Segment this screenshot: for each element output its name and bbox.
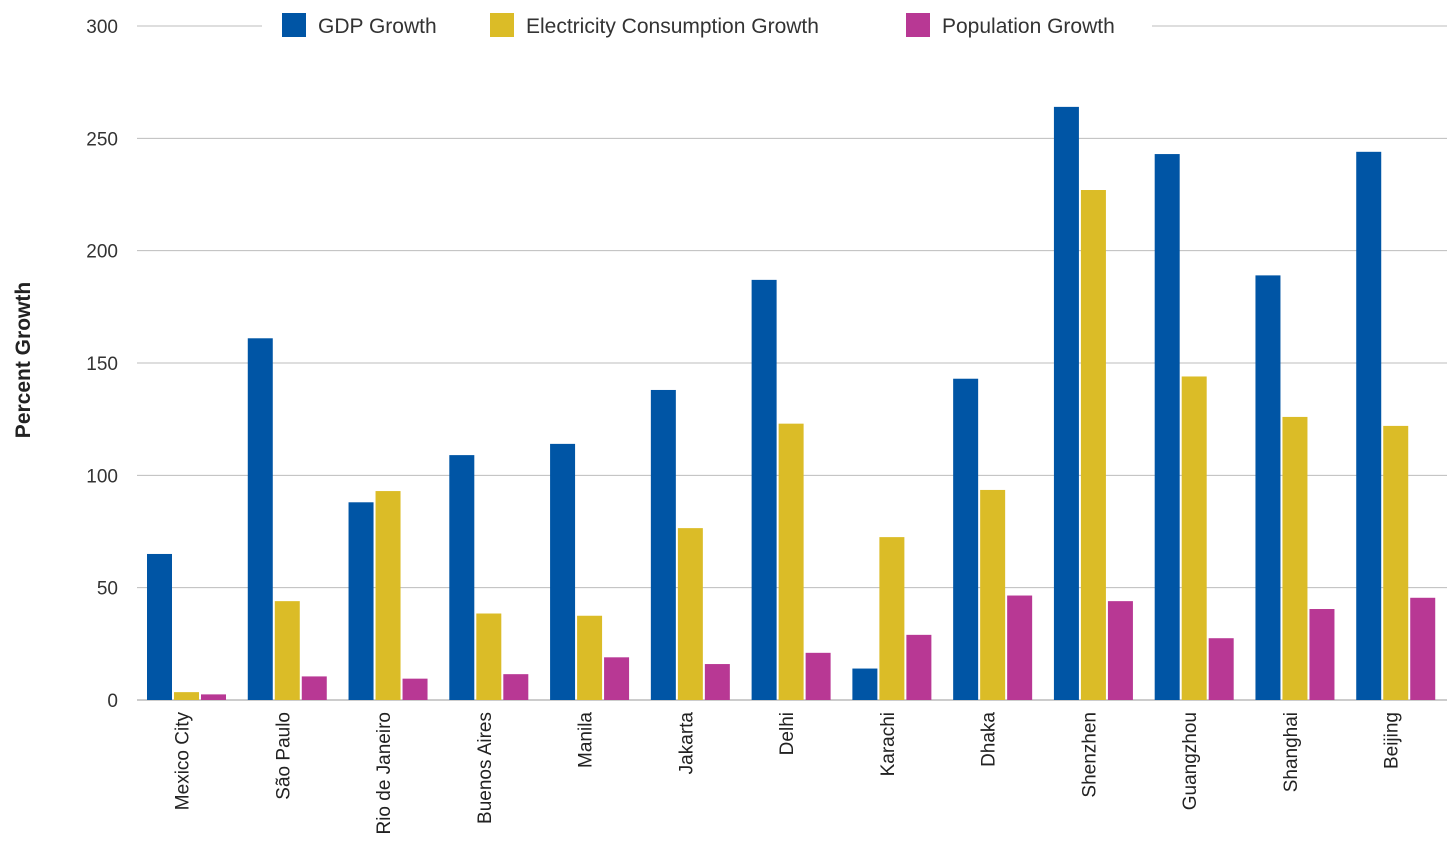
bar-population-growth-manila <box>604 657 630 700</box>
y-tick-label: 50 <box>97 579 118 600</box>
bar-electricity-consumption-growth-mexico-city <box>174 692 199 700</box>
bar-population-growth-karachi <box>906 634 932 700</box>
bar-gdp-growth-rio-de-janeiro <box>348 502 374 700</box>
bar-gdp-growth-beijing <box>1356 151 1382 700</box>
bar-population-growth-s-o-paulo <box>301 676 327 700</box>
y-tick-label: 300 <box>86 17 118 38</box>
bar-gdp-growth-manila <box>550 443 576 700</box>
bar-electricity-consumption-growth-guangzhou <box>1181 376 1207 700</box>
bar-population-growth-shanghai <box>1309 609 1335 700</box>
bar-electricity-consumption-growth-s-o-paulo <box>274 601 300 700</box>
x-tick-label: São Paulo <box>273 712 294 800</box>
bar-population-growth-jakarta <box>704 664 730 700</box>
bar-electricity-consumption-growth-buenos-aires <box>476 613 502 700</box>
bar-electricity-consumption-growth-shanghai <box>1282 416 1308 700</box>
bar-electricity-consumption-growth-shenzhen <box>1080 190 1106 701</box>
x-axis-ticks: Mexico City São Paulo Rio de Janeiro Buenos… <box>173 712 1403 835</box>
bar-population-growth-dhaka <box>1007 595 1033 700</box>
x-tick-label: Delhi <box>777 712 798 755</box>
bar-electricity-consumption-growth-karachi <box>879 537 905 700</box>
x-tick-label: Guangzhou <box>1180 712 1201 810</box>
legend-swatch <box>282 13 306 37</box>
bar-gdp-growth-karachi <box>852 668 878 700</box>
y-tick-label: 200 <box>86 242 118 263</box>
bar-gdp-growth-dhaka <box>953 378 979 700</box>
legend-label: Population Growth <box>942 15 1115 38</box>
bar-electricity-consumption-growth-beijing <box>1383 425 1409 700</box>
legend: GDP Growth Electricity Consumption Growth… <box>282 13 1115 38</box>
x-tick-label: Beijing <box>1382 712 1403 769</box>
bar-gdp-growth-delhi <box>751 279 777 700</box>
bar-population-growth-rio-de-janeiro <box>402 678 428 700</box>
y-tick-label: 250 <box>86 129 118 150</box>
y-axis-label: Percent Growth <box>12 282 35 438</box>
legend-swatch <box>490 13 514 37</box>
y-tick-label: 150 <box>86 354 118 375</box>
y-tick-label: 0 <box>107 691 118 712</box>
legend-label: GDP Growth <box>318 15 437 38</box>
x-tick-label: Dhaka <box>979 712 1000 767</box>
bar-gdp-growth-jakarta <box>650 389 676 700</box>
bar-population-growth-guangzhou <box>1208 638 1234 700</box>
x-tick-label: Rio de Janeiro <box>374 712 395 835</box>
x-tick-label: Buenos Aires <box>475 712 496 824</box>
legend-swatch <box>906 13 930 37</box>
legend-label: Electricity Consumption Growth <box>526 15 819 38</box>
x-tick-label: Karachi <box>878 712 899 776</box>
x-tick-label: Shanghai <box>1281 712 1302 792</box>
bar-population-growth-mexico-city <box>201 694 226 700</box>
x-tick-label: Manila <box>576 712 597 768</box>
y-axis-ticks: 0 50 100 150 200 250 300 <box>86 17 118 712</box>
y-tick-label: 100 <box>86 466 118 487</box>
bar-population-growth-beijing <box>1410 597 1436 700</box>
bar-electricity-consumption-growth-manila <box>577 615 603 700</box>
bar-electricity-consumption-growth-dhaka <box>980 489 1006 700</box>
bar-population-growth-delhi <box>805 652 831 700</box>
bar-gdp-growth-mexico-city <box>147 553 172 700</box>
bar-gdp-growth-shanghai <box>1255 275 1281 700</box>
bar-gdp-growth-buenos-aires <box>449 455 475 700</box>
x-tick-label: Shenzhen <box>1079 712 1100 798</box>
bars <box>147 106 1436 701</box>
bar-electricity-consumption-growth-rio-de-janeiro <box>375 491 401 700</box>
bar-gdp-growth-guangzhou <box>1154 154 1180 700</box>
bar-gdp-growth-s-o-paulo <box>247 338 273 700</box>
bar-population-growth-shenzhen <box>1107 601 1133 700</box>
bar-electricity-consumption-growth-delhi <box>778 423 804 700</box>
x-tick-label: Mexico City <box>173 712 194 811</box>
x-tick-label: Jakarta <box>676 712 697 775</box>
bar-electricity-consumption-growth-jakarta <box>677 528 703 700</box>
bar-gdp-growth-shenzhen <box>1053 106 1079 700</box>
bar-population-growth-buenos-aires <box>503 674 529 700</box>
